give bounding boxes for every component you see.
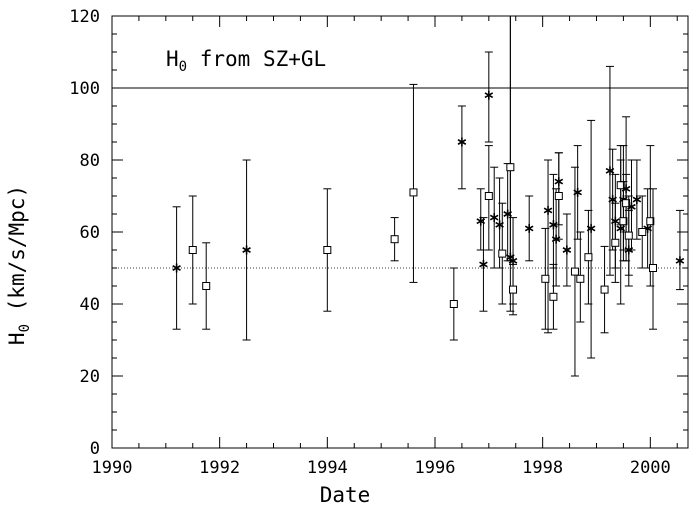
data-point [600,245,609,334]
data-point [611,202,620,283]
asterisk-marker [484,90,494,100]
data-point [638,195,647,269]
asterisk-marker [524,223,534,233]
square-marker [649,264,658,272]
x-tick-label: 2000 [630,458,671,478]
data-point [554,152,563,240]
square-marker [576,274,585,283]
asterisk-marker [632,195,642,205]
x-tick-label: 1992 [199,458,240,478]
square-marker [202,282,211,290]
square-marker [584,253,593,262]
data-point [543,159,553,334]
x-tick-label: 1998 [522,458,563,478]
x-tick-label: 1996 [415,458,456,478]
square-marker [390,235,399,244]
data-point [649,188,658,330]
data-point [549,173,558,269]
square-marker [554,192,563,200]
data-point [541,227,550,330]
data-point [576,231,585,323]
reference-lines [112,87,688,269]
asterisk-marker [242,245,251,255]
square-marker [509,285,518,294]
square-marker [619,217,628,226]
data-point [484,51,494,143]
asterisk-marker [479,259,488,269]
data-point [188,195,197,305]
data-point [608,148,617,251]
square-marker [541,274,550,283]
data-point [479,217,488,312]
asterisk-marker [457,137,467,147]
data-point [202,242,211,330]
data-series [172,15,685,377]
y-axis-label: H0 (km/s/Mpc) [5,185,33,345]
y-tick-label: 60 [80,223,100,243]
series-open-square [188,15,658,377]
square-marker [600,285,609,294]
asterisk-marker [562,245,572,255]
plot-frame [111,15,689,449]
data-point [409,83,418,283]
y-tick-label: 40 [80,295,100,315]
asterisk-marker [489,213,499,223]
square-marker [570,267,579,276]
square-marker [622,199,631,208]
asterisk-marker [675,256,685,266]
square-marker [506,163,515,172]
axis-ticks [111,15,688,449]
data-point [484,145,493,251]
data-point [242,159,251,341]
square-marker [498,249,507,258]
asterisk-marker [172,263,181,273]
data-point [643,188,652,269]
data-point [172,206,181,330]
square-marker [409,188,418,197]
data-point [624,195,633,276]
x-tick-label: 1990 [92,458,133,478]
square-marker [449,300,458,308]
data-point [632,159,642,240]
data-point [457,105,467,190]
y-tick-label: 20 [80,367,100,387]
data-point [489,166,499,269]
data-point [675,209,685,291]
data-point [619,181,628,262]
y-tick-label: 120 [69,7,100,27]
y-tick-label: 100 [69,79,100,99]
square-marker [624,231,633,240]
y-tick-label: 80 [80,151,100,171]
tick-labels: 1990 1992 1994 1996 1998 2000 0 20 40 60 80 100 120 [69,7,671,478]
square-marker [188,246,197,254]
data-point [449,267,458,341]
data-point [390,217,399,262]
data-point [323,188,332,312]
data-point [524,195,534,262]
data-point [549,263,558,330]
square-marker [638,228,647,236]
square-marker [484,192,493,200]
square-marker [549,292,558,301]
x-tick-label: 1994 [307,458,348,478]
asterisk-marker [543,205,553,215]
data-point [506,15,515,262]
plot-annotation: H0 from SZ+GL [166,47,326,75]
square-marker [646,217,655,226]
data-point [562,213,572,287]
square-marker [611,238,620,247]
data-point [584,209,593,305]
y-tick-label: 0 [90,439,100,459]
x-axis-label: Date [320,483,371,507]
data-point [509,263,518,316]
square-marker [323,246,332,254]
data-point [570,166,579,377]
data-point [498,202,507,305]
